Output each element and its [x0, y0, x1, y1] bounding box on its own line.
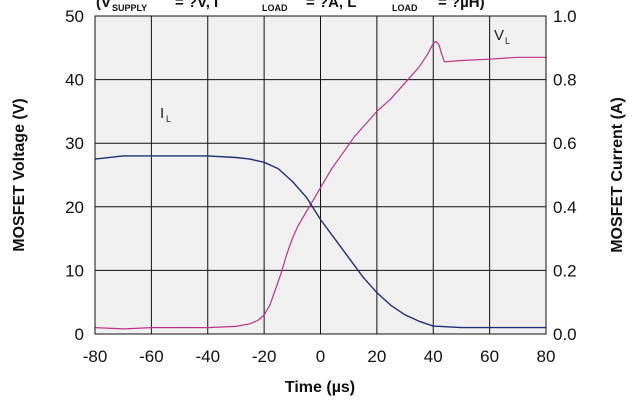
x-tick-label: 40	[424, 347, 443, 366]
y-left-tick-label: 0	[75, 325, 84, 344]
series-line-il	[94, 155, 546, 329]
y-right-tick-label: 0.2	[553, 261, 577, 280]
title-part-c: = ?A, L	[306, 0, 356, 11]
title-part-b: = ?V, I	[175, 0, 218, 11]
annotation-vl-sub: L	[505, 36, 510, 46]
y-left-tick-label: 30	[65, 134, 84, 153]
y-left-tick-label: 40	[65, 71, 84, 90]
y-left-tick-label: 20	[65, 198, 84, 217]
y-left-tick-label: 10	[65, 261, 84, 280]
x-tick-label: -60	[139, 347, 164, 366]
x-tick-label: -80	[83, 347, 108, 366]
x-tick-labels: -80 -60 -40 -20 0 20 40 60 80	[83, 347, 556, 366]
annotation-vl: V L	[494, 27, 510, 46]
y-right-tick-label: 0.8	[553, 71, 577, 90]
x-tick-label: 0	[316, 347, 325, 366]
y-right-axis-title: MOSFET Current (A)	[609, 97, 626, 253]
x-tick-label: 60	[480, 347, 499, 366]
y-right-tick-label: 0.6	[553, 134, 577, 153]
title-part-a: (V	[96, 0, 111, 11]
chart-title: (V SUPPLY = ?V, I LOAD = ?A, L LOAD = ?µ…	[96, 0, 485, 13]
y-left-tick-label: 50	[65, 7, 84, 26]
y-right-tick-label: 1.0	[553, 7, 577, 26]
title-sub-c: LOAD	[392, 3, 418, 13]
x-tick-label: 20	[367, 347, 386, 366]
x-axis-title: Time (µs)	[285, 379, 355, 396]
y-right-tick-labels: 0.0 0.2 0.4 0.6 0.8 1.0	[553, 7, 577, 344]
series-line-vl	[94, 40, 546, 330]
x-tick-label: 80	[537, 347, 556, 366]
x-tick-label: -20	[252, 347, 277, 366]
plot-frame	[94, 15, 547, 335]
x-tick-label: -40	[195, 347, 220, 366]
series-layer	[94, 40, 546, 330]
annotation-il: I L	[160, 105, 171, 124]
annotation-vl-label: V	[494, 27, 504, 44]
annotation-il-sub: L	[166, 114, 171, 124]
title-part-d: = ?µH)	[438, 0, 485, 11]
y-left-tick-labels: 0 10 20 30 40 50	[65, 7, 84, 344]
y-left-axis-title: MOSFET Voltage (V)	[11, 98, 28, 251]
annotation-il-label: I	[160, 105, 164, 122]
y-right-tick-label: 0.4	[553, 198, 577, 217]
title-sub-b: LOAD	[262, 3, 288, 13]
y-right-tick-label: 0.0	[553, 325, 577, 344]
title-sub-a: SUPPLY	[112, 3, 147, 13]
